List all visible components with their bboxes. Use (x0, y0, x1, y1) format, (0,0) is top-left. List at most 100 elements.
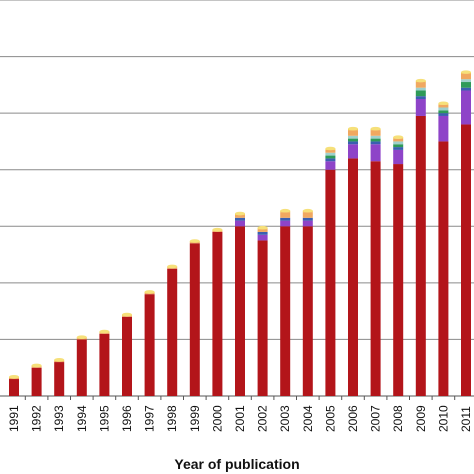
bar-segment-2001-s1 (235, 226, 245, 396)
bar-top-cap-2007 (370, 126, 381, 131)
bar-segment-2011-s4 (461, 82, 471, 88)
bar-segment-2009-s2 (415, 99, 426, 116)
bar-segment-2007-s3 (370, 141, 381, 145)
bar-top-cap-2005 (325, 146, 336, 151)
x-tick-label-2006: 2006 (346, 405, 360, 432)
bar-segment-2011-s6 (461, 73, 471, 80)
bar-top-cap-2006 (348, 126, 358, 131)
x-tick-label-1994: 1994 (75, 405, 89, 432)
bar-segment-2010-s5 (438, 107, 449, 111)
x-tick-labels: 1991 1992 1993 1994 1995 1996 1997 1998 1999 2000… (7, 405, 473, 432)
x-tick-label-1996: 1996 (120, 405, 134, 432)
bar-top-cap-2009 (415, 78, 426, 83)
bar-segment-2004-s2 (302, 220, 313, 227)
bar-top-cap-2000 (212, 227, 223, 232)
bar-segment-2006-s5 (348, 135, 358, 139)
x-tick-label-2007: 2007 (369, 405, 383, 432)
bar-segment-2005-s3 (325, 158, 336, 162)
x-tick-label-1995: 1995 (97, 405, 111, 432)
bar-top-cap-2010 (438, 101, 449, 106)
bar-top-cap-2011 (461, 70, 471, 74)
bar-segment-2009-s6 (415, 82, 426, 88)
bar-top-cap-1997 (144, 290, 155, 294)
bar-segment-2010-s6 (438, 104, 449, 108)
bar-segment-2010-s3 (438, 113, 449, 116)
bar-top-cap-1996 (122, 312, 132, 317)
bar-segment-2008-s2 (393, 149, 404, 165)
bar-segment-2006-s1 (348, 158, 358, 396)
x-tick-label-2010: 2010 (436, 405, 450, 432)
bar-segment-2001-s2 (235, 220, 245, 227)
bar-top-cap-2002 (257, 225, 268, 230)
bar-segment-2002-s3 (257, 231, 268, 235)
bar-segment-2009-s4 (415, 90, 426, 97)
bar-segment-2004-s6 (302, 212, 313, 218)
bar-top-cap-2001 (235, 211, 245, 216)
bar-segment-2011-s2 (461, 90, 471, 125)
bar-segment-2008-s6 (393, 138, 404, 142)
bar-top-cap-1993 (54, 357, 65, 362)
bar-segment-2004-s1 (302, 226, 313, 396)
bar-top-cap-2004 (302, 208, 313, 213)
bar-segment-2011-s3 (461, 87, 471, 91)
bar-top-cap-1999 (189, 239, 200, 243)
bar-segment-2002-s1 (257, 240, 268, 396)
bar-segment-1998-s1 (167, 268, 178, 396)
bar-segment-2008-s1 (393, 164, 404, 396)
bar-segment-2011-s5 (461, 79, 471, 83)
bar-segment-2001-s3 (235, 217, 245, 221)
bar-segment-2002-s2 (257, 234, 268, 241)
x-tick-label-2003: 2003 (278, 405, 292, 432)
x-tick-label-2001: 2001 (233, 405, 247, 432)
bar-segment-1995-s1 (99, 333, 110, 396)
bar-top-cap-2003 (280, 208, 291, 213)
x-tick-label-2005: 2005 (323, 405, 337, 432)
bar-series (9, 70, 471, 396)
x-tick-label-1997: 1997 (143, 405, 157, 432)
bar-segment-2010-s2 (438, 115, 449, 142)
bar-segment-1992-s1 (31, 367, 42, 396)
bar-segment-2004-s3 (302, 217, 313, 221)
bar-top-cap-2008 (393, 135, 404, 139)
bar-top-cap-1994 (76, 335, 87, 339)
bar-segment-2005-s5 (325, 152, 336, 156)
bar-segment-1994-s1 (76, 339, 87, 396)
bar-segment-1993-s1 (54, 362, 65, 396)
bar-segment-2011-s1 (461, 124, 471, 396)
bar-segment-2003-s3 (280, 217, 291, 221)
bar-segment-2001-s6 (235, 214, 245, 218)
bar-segment-2010-s1 (438, 141, 449, 396)
bar-segment-2005-s4 (325, 155, 336, 159)
bar-segment-2007-s4 (370, 138, 381, 142)
bar-segment-2009-s3 (415, 96, 426, 99)
x-tick-label-2008: 2008 (391, 405, 405, 432)
bar-top-cap-1992 (31, 363, 42, 368)
bar-segment-2009-s5 (415, 87, 426, 91)
bar-segment-2003-s6 (280, 212, 291, 218)
x-tick-label-2009: 2009 (414, 405, 428, 432)
x-tick-label-1993: 1993 (52, 405, 66, 432)
bar-segment-2010-s4 (438, 110, 449, 114)
bar-segment-2006-s6 (348, 130, 358, 136)
bar-segment-2007-s1 (370, 161, 381, 396)
bar-segment-2006-s4 (348, 138, 358, 142)
bar-segment-2003-s2 (280, 220, 291, 227)
x-tick-label-1991: 1991 (7, 405, 21, 432)
bar-segment-1999-s1 (189, 243, 200, 396)
bar-segment-2007-s2 (370, 144, 381, 162)
x-axis-title: Year of publication (174, 456, 299, 472)
bar-segment-2007-s6 (370, 130, 381, 136)
x-tick-label-1999: 1999 (188, 405, 202, 432)
bar-segment-2000-s1 (212, 231, 223, 396)
bar-top-cap-1995 (99, 329, 110, 334)
bar-segment-2006-s3 (348, 141, 358, 145)
bar-segment-2008-s5 (393, 141, 404, 145)
bar-segment-1996-s1 (122, 316, 132, 396)
x-tick-label-1998: 1998 (165, 405, 179, 432)
bar-top-cap-1998 (167, 264, 178, 269)
x-tick-label-1992: 1992 (30, 405, 44, 432)
x-tick-label-2004: 2004 (301, 405, 315, 432)
bar-segment-2002-s6 (257, 229, 268, 232)
